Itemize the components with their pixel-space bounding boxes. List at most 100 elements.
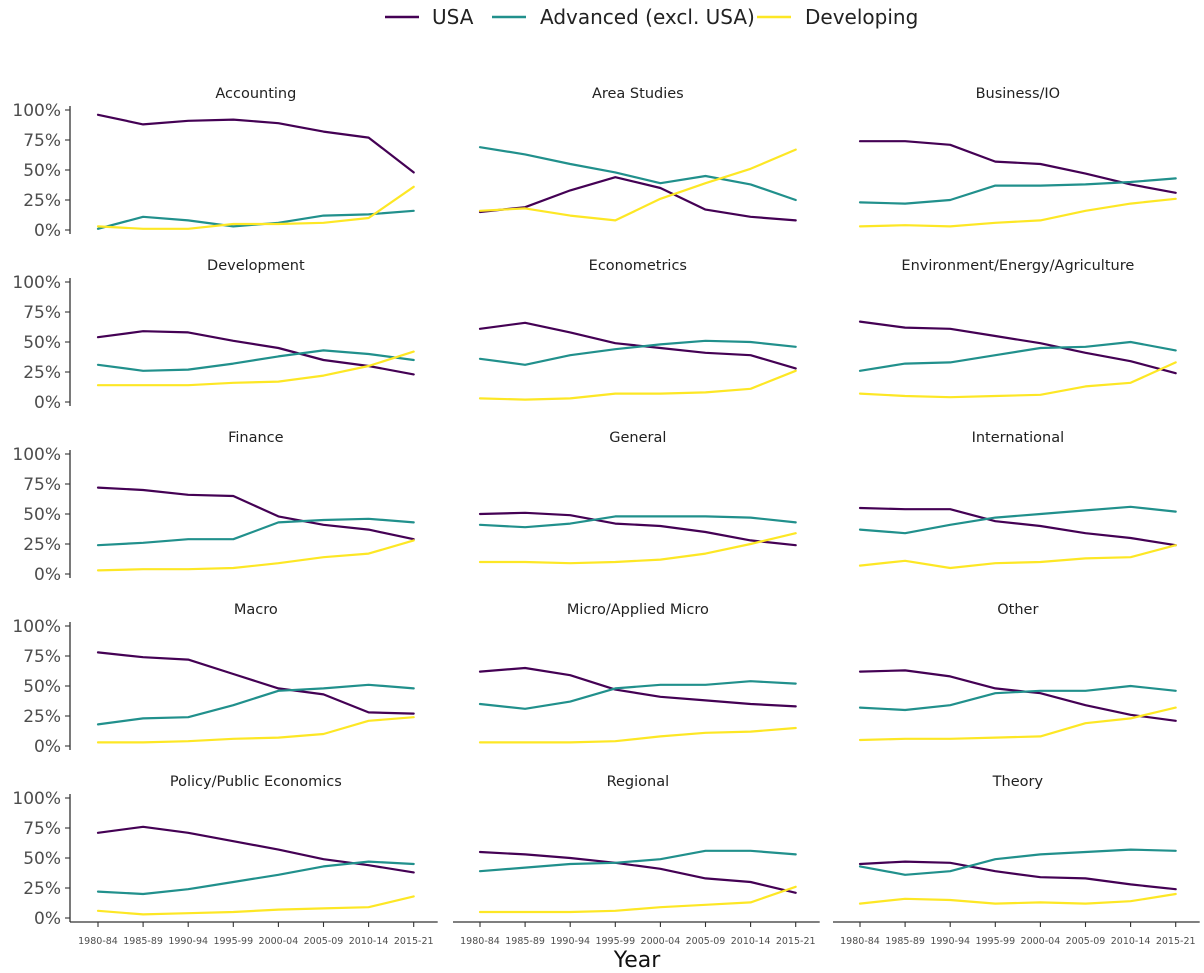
series-line-advanced-excl-usa — [96, 683, 415, 726]
series-line-developing — [96, 350, 415, 387]
x-tick-label: 1990-94 — [550, 936, 590, 947]
series-line-developing — [478, 532, 797, 565]
y-tick-label: 75% — [23, 303, 61, 323]
x-tick-label: 1990-94 — [930, 936, 970, 947]
y-tick-label: 50% — [23, 505, 61, 525]
series-line-usa — [96, 486, 415, 541]
panel-area-studies: Area Studies — [478, 86, 797, 222]
series-line-advanced-excl-usa — [96, 517, 415, 547]
y-tick-label: 25% — [23, 191, 61, 211]
x-tick-label: 1980-84 — [78, 936, 118, 947]
panel-title: General — [609, 430, 666, 446]
series-line-advanced-excl-usa — [858, 684, 1177, 712]
x-tick-label: 1995-99 — [595, 936, 635, 947]
y-tick-label: 50% — [23, 849, 61, 869]
series-line-advanced-excl-usa — [96, 349, 415, 372]
x-axis-title: Year — [613, 948, 662, 973]
series-line-advanced-excl-usa — [858, 177, 1177, 205]
panel-title: Accounting — [215, 86, 296, 102]
series-line-developing — [478, 369, 797, 401]
x-tick-label: 2010-14 — [731, 936, 771, 947]
panel-econometrics: Econometrics — [478, 258, 797, 401]
series-line-advanced-excl-usa — [858, 848, 1177, 876]
x-tick-label: 2015-21 — [776, 936, 816, 947]
chart-panels: Accounting 0% 25% 50% 75% 100% Area Studies Bus… — [12, 86, 1200, 947]
legend-label-advanced-excl-usa: Advanced (excl. USA) — [540, 5, 755, 29]
panel-title: Micro/Applied Micro — [567, 602, 709, 618]
y-tick-label: 50% — [23, 333, 61, 353]
y-tick-label: 75% — [23, 131, 61, 151]
y-tick-label: 75% — [23, 819, 61, 839]
y-tick-label: 50% — [23, 161, 61, 181]
y-tick-label: 25% — [23, 363, 61, 383]
x-tick-label: 2000-04 — [1021, 936, 1061, 947]
y-tick-label: 100% — [12, 445, 61, 465]
legend-label-developing: Developing — [805, 5, 918, 29]
panel-micro-applied-micro: Micro/Applied Micro — [478, 602, 797, 744]
x-tick-label: 2000-04 — [259, 936, 299, 947]
panel-macro: Macro 0% 25% 50% 75% 100% — [12, 602, 415, 757]
series-line-advanced-excl-usa — [96, 209, 415, 230]
panel-title: Business/IO — [976, 86, 1061, 102]
series-line-developing — [96, 895, 415, 916]
series-line-advanced-excl-usa — [478, 680, 797, 710]
x-tick-label: 1990-94 — [168, 936, 208, 947]
y-tick-label: 0% — [34, 909, 61, 929]
panel-title: Other — [997, 602, 1038, 618]
x-tick-label: 2000-04 — [641, 936, 681, 947]
y-tick-label: 25% — [23, 707, 61, 727]
panel-title: Econometrics — [589, 258, 687, 274]
series-line-developing — [858, 544, 1177, 570]
x-tick-label: 2010-14 — [1111, 936, 1151, 947]
x-tick-label: 2015-21 — [1156, 936, 1196, 947]
panel-development: Development 0% 25% 50% 75% 100% — [12, 258, 415, 413]
x-tick-label: 1980-84 — [460, 936, 500, 947]
panel-title: Theory — [992, 774, 1044, 790]
series-line-developing — [858, 892, 1177, 905]
x-tick-label: 2005-09 — [686, 936, 726, 947]
y-tick-label: 0% — [34, 737, 61, 757]
series-line-usa — [96, 825, 415, 874]
series-line-advanced-excl-usa — [478, 146, 797, 202]
series-line-usa — [478, 321, 797, 370]
series-line-advanced-excl-usa — [858, 340, 1177, 372]
y-tick-label: 100% — [12, 273, 61, 293]
panel-title: Macro — [234, 602, 278, 618]
series-line-developing — [858, 706, 1177, 742]
panel-other: Other — [858, 602, 1177, 742]
series-line-usa — [96, 330, 415, 376]
series-line-advanced-excl-usa — [478, 849, 797, 873]
series-line-developing — [478, 885, 797, 914]
series-line-advanced-excl-usa — [478, 515, 797, 529]
panel-accounting: Accounting 0% 25% 50% 75% 100% — [12, 86, 415, 241]
series-line-usa — [96, 651, 415, 715]
panel-regional: Regional 1980-84 1985-89 1990-94 1995-99 2000… — [453, 774, 820, 947]
panel-theory: Theory 1980-84 1985-89 1990-94 1995-99 2000-0… — [833, 774, 1200, 947]
series-line-usa — [858, 669, 1177, 722]
x-tick-label: 1985-89 — [505, 936, 545, 947]
series-line-advanced-excl-usa — [478, 339, 797, 366]
legend-label-usa: USA — [432, 5, 474, 29]
panel-title: Regional — [607, 774, 670, 790]
x-tick-label: 2010-14 — [349, 936, 389, 947]
y-tick-label: 0% — [34, 221, 61, 241]
series-line-developing — [96, 539, 415, 572]
series-line-advanced-excl-usa — [96, 860, 415, 896]
x-tick-label: 1980-84 — [840, 936, 880, 947]
x-tick-label: 1995-99 — [975, 936, 1015, 947]
y-tick-label: 50% — [23, 677, 61, 697]
panel-title: Area Studies — [592, 86, 684, 102]
panel-finance: Finance 0% 25% 50% 75% 100% — [12, 430, 415, 585]
x-tick-label: 1985-89 — [885, 936, 925, 947]
panel-title: Environment/Energy/Agriculture — [901, 258, 1134, 274]
series-line-developing — [96, 716, 415, 744]
series-line-usa — [478, 176, 797, 222]
series-line-usa — [478, 511, 797, 547]
x-tick-label: 2015-21 — [394, 936, 434, 947]
series-line-usa — [96, 113, 415, 174]
x-tick-label: 2005-09 — [1066, 936, 1106, 947]
panel-title: Development — [207, 258, 305, 274]
panel-title: Policy/Public Economics — [170, 774, 342, 790]
series-line-advanced-excl-usa — [858, 505, 1177, 535]
